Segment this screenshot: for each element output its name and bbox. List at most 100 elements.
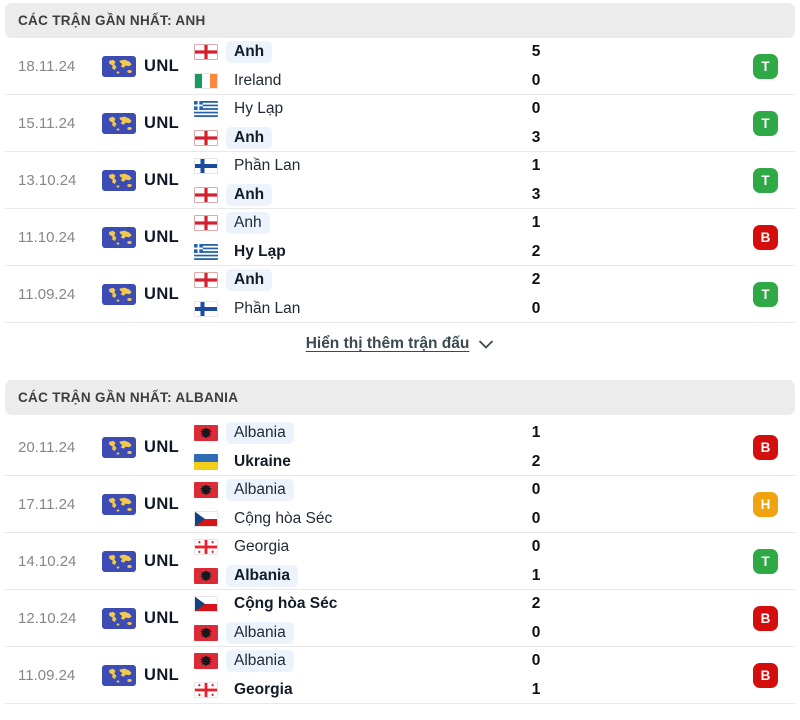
team-line: Cộng hòa Séc 2 xyxy=(194,591,546,617)
competition: UNL xyxy=(102,112,194,134)
team-name: Cộng hòa Séc xyxy=(234,594,338,612)
team-line: Albania 0 xyxy=(194,648,546,674)
unl-competition-icon xyxy=(102,607,136,629)
team-score: 1 xyxy=(531,156,541,174)
team-score: 0 xyxy=(531,299,541,317)
team-score: 3 xyxy=(531,185,541,203)
match-rows: 18.11.24 UNL Anh 5 Ireland 0 T 15.11.24 UNL Hy Lạ… xyxy=(5,38,795,323)
match-row[interactable]: 11.09.24 UNL Anh 2 Phần Lan 0 T xyxy=(5,266,795,323)
team-line: Georgia 0 xyxy=(194,534,546,560)
competition: UNL xyxy=(102,493,194,515)
section-title: CÁC TRẬN GẦN NHẤT: ALBANIA xyxy=(5,380,795,415)
match-date: 17.11.24 xyxy=(18,495,76,513)
team-name: Albania xyxy=(226,621,294,644)
competition: UNL xyxy=(102,436,194,458)
competition-label: UNL xyxy=(144,551,180,570)
unl-competition-icon xyxy=(102,112,136,134)
team-name: Anh xyxy=(226,126,273,149)
teams-block: Cộng hòa Séc 2 Albania 0 xyxy=(194,591,546,646)
match-row[interactable]: 18.11.24 UNL Anh 5 Ireland 0 T xyxy=(5,38,795,95)
match-date: 13.10.24 xyxy=(18,171,77,189)
result-badge: T xyxy=(753,281,778,307)
section-anh: CÁC TRẬN GẦN NHẤT: ANH 18.11.24 UNL Anh 5 Ire… xyxy=(0,3,800,365)
flag-england-icon xyxy=(194,271,218,288)
team-line: Anh 5 xyxy=(194,39,546,65)
team-line: Hy Lạp 2 xyxy=(194,239,546,265)
unl-competition-icon xyxy=(102,55,136,77)
team-score: 5 xyxy=(531,42,541,60)
match-row[interactable]: 14.10.24 UNL Georgia 0 Albania 1 T xyxy=(5,533,795,590)
result-badge: H xyxy=(753,491,778,517)
flag-ireland-icon xyxy=(194,72,218,89)
match-row[interactable]: 15.11.24 UNL Hy Lạp 0 Anh 3 T xyxy=(5,95,795,152)
match-date: 11.09.24 xyxy=(18,285,76,303)
competition: UNL xyxy=(102,607,194,629)
team-score: 1 xyxy=(531,423,541,441)
team-line: Albania 1 xyxy=(194,563,546,589)
teams-block: Anh 5 Ireland 0 xyxy=(194,39,546,94)
team-name: Ukraine xyxy=(234,452,291,470)
match-row[interactable]: 20.11.24 UNL Albania 1 Ukraine 2 B xyxy=(5,419,795,476)
team-score: 0 xyxy=(531,509,541,527)
team-name: Albania xyxy=(226,478,294,501)
team-line: Georgia 1 xyxy=(194,677,546,703)
competition-label: UNL xyxy=(144,284,180,303)
show-more-link[interactable]: Hiển thị thêm trận đấu xyxy=(305,335,470,352)
team-line: Anh 3 xyxy=(194,182,546,208)
team-name: Georgia xyxy=(234,537,290,555)
competition: UNL xyxy=(102,283,194,305)
unl-competition-icon xyxy=(102,493,136,515)
team-score: 2 xyxy=(531,242,541,260)
team-score: 2 xyxy=(531,270,541,288)
team-line: Ukraine 2 xyxy=(194,449,546,475)
teams-block: Albania 0 Georgia 1 xyxy=(194,648,546,703)
flag-albania-icon xyxy=(194,424,218,441)
team-name: Anh xyxy=(226,40,273,63)
result-badge: T xyxy=(753,167,778,193)
flag-finland-icon xyxy=(194,300,218,317)
teams-block: Anh 1 Hy Lạp 2 xyxy=(194,210,546,265)
match-row[interactable]: 12.10.24 UNL Cộng hòa Séc 2 Albania 0 B xyxy=(5,590,795,647)
match-rows: 20.11.24 UNL Albania 1 Ukraine 2 B 17.11.24 UNL A… xyxy=(5,419,795,704)
flag-greece-icon xyxy=(194,100,218,117)
team-line: Phần Lan 1 xyxy=(194,153,546,179)
match-date: 20.11.24 xyxy=(18,438,76,456)
flag-albania-icon xyxy=(194,624,218,641)
team-name: Georgia xyxy=(234,680,293,698)
match-date: 18.11.24 xyxy=(18,57,76,75)
flag-albania-icon xyxy=(194,481,218,498)
team-name: Albania xyxy=(226,649,294,672)
flag-england-icon xyxy=(194,186,218,203)
competition-label: UNL xyxy=(144,56,180,75)
teams-block: Albania 0 Cộng hòa Séc 0 xyxy=(194,477,546,532)
match-row[interactable]: 13.10.24 UNL Phần Lan 1 Anh 3 T xyxy=(5,152,795,209)
team-name: Anh xyxy=(226,268,273,291)
match-date: 15.11.24 xyxy=(18,114,76,132)
result-badge: B xyxy=(753,605,778,631)
team-line: Ireland 0 xyxy=(194,68,546,94)
team-name: Hy Lạp xyxy=(234,99,284,117)
match-date: 14.10.24 xyxy=(18,552,77,570)
result-badge: B xyxy=(753,224,778,250)
competition: UNL xyxy=(102,169,194,191)
match-row[interactable]: 17.11.24 UNL Albania 0 Cộng hòa Séc 0 H xyxy=(5,476,795,533)
team-score: 1 xyxy=(531,566,541,584)
team-line: Anh 2 xyxy=(194,267,546,293)
competition: UNL xyxy=(102,226,194,248)
teams-block: Hy Lạp 0 Anh 3 xyxy=(194,96,546,151)
competition-label: UNL xyxy=(144,227,180,246)
competition-label: UNL xyxy=(144,113,180,132)
team-score: 0 xyxy=(531,480,541,498)
unl-competition-icon xyxy=(102,550,136,572)
teams-block: Albania 1 Ukraine 2 xyxy=(194,420,546,475)
match-row[interactable]: 11.10.24 UNL Anh 1 Hy Lạp 2 B xyxy=(5,209,795,266)
competition-label: UNL xyxy=(144,608,180,627)
competition: UNL xyxy=(102,664,194,686)
match-row[interactable]: 11.09.24 UNL Albania 0 Georgia 1 B xyxy=(5,647,795,704)
flag-england-icon xyxy=(194,43,218,60)
flag-england-icon xyxy=(194,129,218,146)
competition-label: UNL xyxy=(144,170,180,189)
flag-georgia-icon xyxy=(194,538,218,555)
teams-block: Anh 2 Phần Lan 0 xyxy=(194,267,546,322)
competition-label: UNL xyxy=(144,494,180,513)
